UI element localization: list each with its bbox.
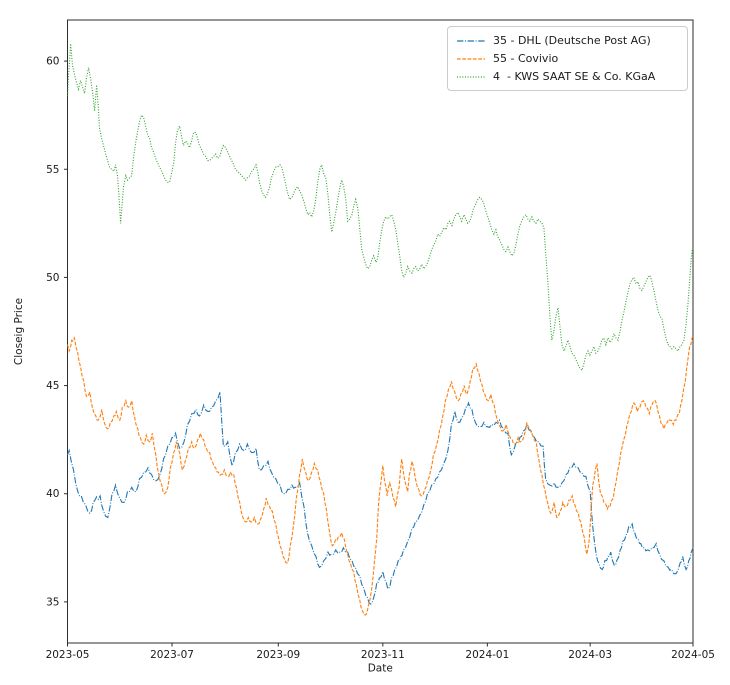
y-tick-label: 55: [46, 164, 59, 176]
y-tick-label: 50: [46, 272, 59, 284]
x-tick-label: 2023-09: [256, 649, 300, 661]
series-line-1: [66, 335, 694, 616]
legend-label: 35 - DHL (Deutsche Post AG): [493, 34, 651, 47]
y-tick-label: 60: [46, 56, 59, 68]
legend-item-dhl: 35 - DHL (Deutsche Post AG): [456, 33, 679, 49]
x-tick-label: 2024-01: [465, 649, 509, 661]
x-tick-label: 2024-05: [671, 649, 715, 661]
x-axis-label: Date: [368, 663, 393, 675]
dotted-line-swatch: [457, 76, 485, 78]
y-axis-label: Closeig Price: [13, 298, 25, 365]
legend-item-covivio: 55 - Covivio: [456, 51, 679, 67]
legend: 35 - DHL (Deutsche Post AG) 55 - Covivio…: [447, 26, 688, 91]
x-tick-label: 2023-07: [150, 649, 194, 661]
dashed-line-swatch: [457, 58, 485, 60]
legend-label: 55 - Covivio: [493, 52, 559, 65]
plot-border: [67, 19, 694, 644]
series-line-0: [66, 391, 694, 605]
x-tick-label: 2023-11: [361, 649, 405, 661]
x-tick-label: 2024-03: [568, 649, 612, 661]
legend-label: 4 - KWS SAAT SE & Co. KGaA: [493, 70, 656, 83]
y-tick-label: 45: [46, 380, 59, 392]
legend-item-kws: 4 - KWS SAAT SE & Co. KGaA: [456, 69, 679, 85]
y-tick-label: 35: [46, 596, 59, 608]
x-tick-label: 2023-05: [46, 649, 90, 661]
series-line-2: [66, 43, 694, 372]
y-tick-label: 40: [46, 488, 59, 500]
dashdot-line-swatch: [457, 40, 485, 42]
